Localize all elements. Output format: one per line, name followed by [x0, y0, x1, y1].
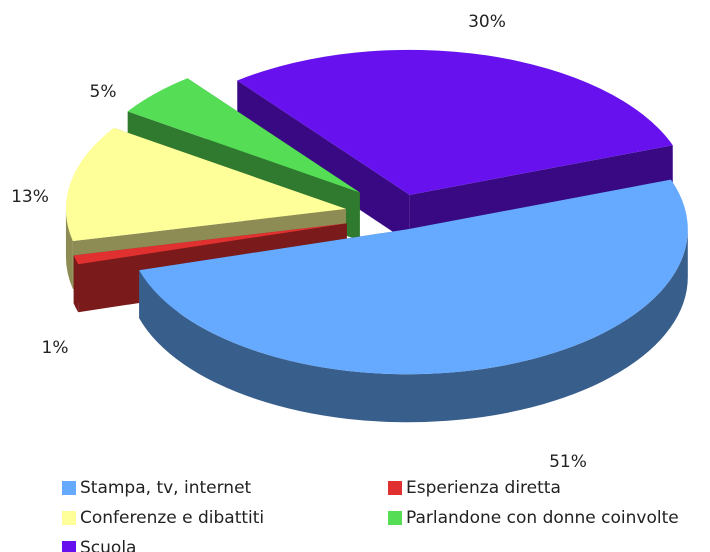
- slice: [73, 223, 347, 265]
- legend-swatch: [62, 481, 76, 495]
- data-label: 1%: [42, 338, 69, 358]
- data-label: 30%: [468, 12, 506, 32]
- legend-label: Stampa, tv, internet: [80, 478, 252, 498]
- data-label: 5%: [90, 82, 117, 102]
- slice-side: [139, 229, 688, 423]
- slice: [139, 179, 688, 375]
- legend-swatch: [388, 481, 402, 495]
- slice-side: [73, 255, 79, 313]
- slice-side: [65, 208, 73, 290]
- data-label: 13%: [11, 187, 49, 207]
- slice-side: [237, 80, 410, 243]
- legend-label: Parlandone con donne coinvolte: [406, 508, 679, 528]
- legend-label: Esperienza diretta: [406, 478, 561, 498]
- slice: [65, 127, 346, 242]
- legend-label: Conferenze e dibattiti: [80, 508, 264, 528]
- legend-swatch: [62, 511, 76, 525]
- slice: [237, 49, 673, 195]
- data-label: 51%: [549, 452, 587, 472]
- legend-label: Scuola: [80, 538, 136, 552]
- legend-swatch: [388, 511, 402, 525]
- legend-swatch: [62, 541, 76, 552]
- slice: [127, 78, 360, 193]
